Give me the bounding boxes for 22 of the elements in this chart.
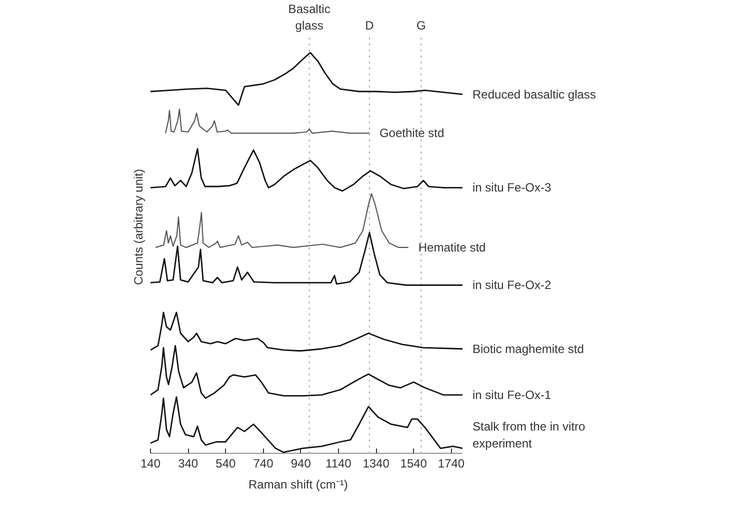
x-tick-label: 940: [290, 456, 312, 470]
x-tick-label: 1340: [362, 456, 390, 470]
x-tick-label: 340: [178, 456, 198, 470]
x-axis-title: Raman shift (cm⁻¹): [248, 478, 348, 492]
series-label: Reduced basaltic glass: [472, 87, 596, 102]
x-tick-label: 1740: [438, 456, 465, 470]
series-label: Biotic maghemite std: [472, 342, 584, 356]
x-tick-label: 140: [140, 456, 161, 470]
series-label: in situ Fe-Ox-1: [472, 388, 552, 402]
y-axis-title: Counts (arbitrary unit): [132, 168, 146, 286]
series-label: in situ Fe-Ox-3: [472, 180, 552, 195]
x-tick-label: 540: [216, 456, 236, 470]
ref-line-label: Basaltic glass: [288, 2, 330, 33]
x-tick-label: 1540: [400, 456, 428, 470]
x-tick-label: 740: [253, 456, 274, 470]
ref-line-label: D: [365, 18, 374, 33]
series-label: Goethite std: [379, 126, 444, 140]
series-label: Hematite std: [418, 240, 486, 254]
series-label: Stalk from the in vitro experiment: [472, 419, 586, 450]
x-tick-label: 1140: [326, 456, 352, 470]
ref-line-label: G: [416, 18, 426, 33]
series-label: in situ Fe-Ox-2: [472, 278, 552, 292]
